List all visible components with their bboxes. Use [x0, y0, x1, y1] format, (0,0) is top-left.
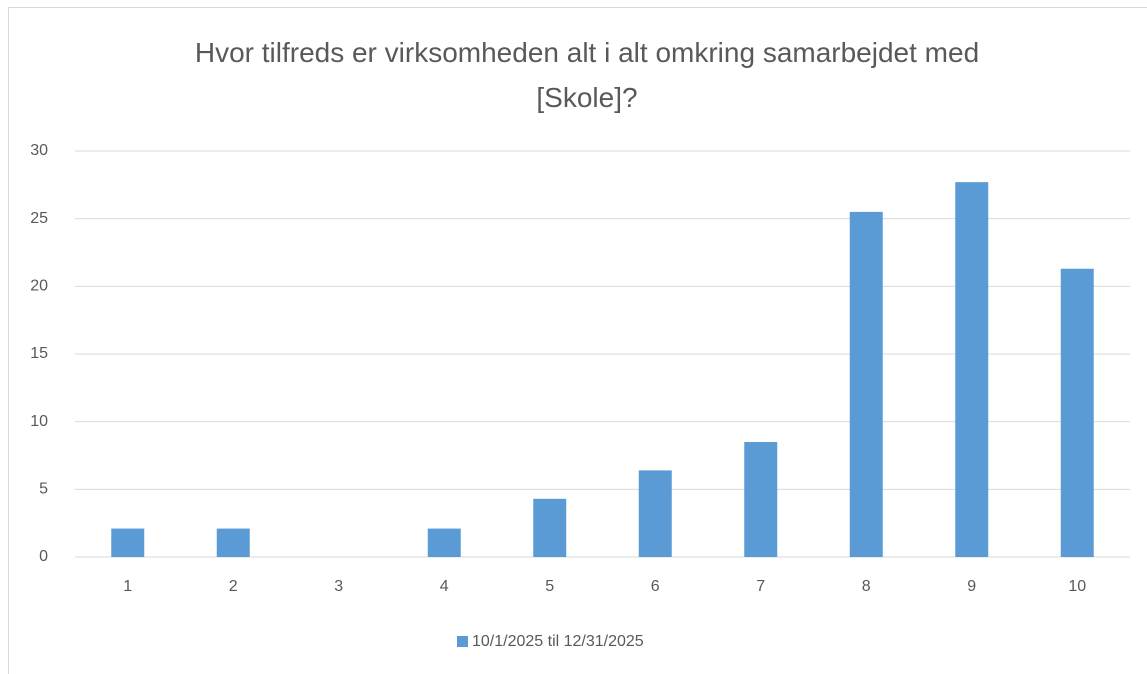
- bar: [849, 211, 883, 557]
- bar: [427, 528, 461, 557]
- bar: [216, 528, 250, 557]
- y-tick-label: 25: [30, 210, 48, 227]
- x-tick-label: 10: [1068, 578, 1086, 595]
- x-tick-label: 7: [756, 578, 765, 595]
- bar: [744, 441, 778, 557]
- bar: [638, 470, 672, 557]
- bar: [955, 182, 989, 558]
- y-tick-label: 30: [30, 142, 48, 159]
- y-tick-label: 5: [39, 481, 48, 498]
- x-tick-label: 2: [229, 578, 238, 595]
- x-tick-label: 8: [862, 578, 871, 595]
- y-tick-label: 15: [30, 345, 48, 362]
- legend-swatch: [457, 636, 468, 647]
- bar: [1060, 268, 1094, 557]
- bar: [533, 498, 567, 557]
- chart-title: Hvor tilfreds er virksomheden alt i alt …: [194, 37, 980, 113]
- x-tick-label: 6: [651, 578, 660, 595]
- x-tick-label: 3: [334, 578, 343, 595]
- x-tick-label: 1: [123, 578, 132, 595]
- legend-label: 10/1/2025 til 12/31/2025: [472, 633, 644, 650]
- x-tick-label: 5: [545, 578, 554, 595]
- y-tick-label: 20: [30, 278, 48, 295]
- x-tick-label: 4: [440, 578, 449, 595]
- y-tick-label: 10: [30, 413, 48, 430]
- bar: [111, 528, 145, 557]
- y-tick-label: 0: [39, 548, 48, 565]
- x-tick-label: 9: [967, 578, 976, 595]
